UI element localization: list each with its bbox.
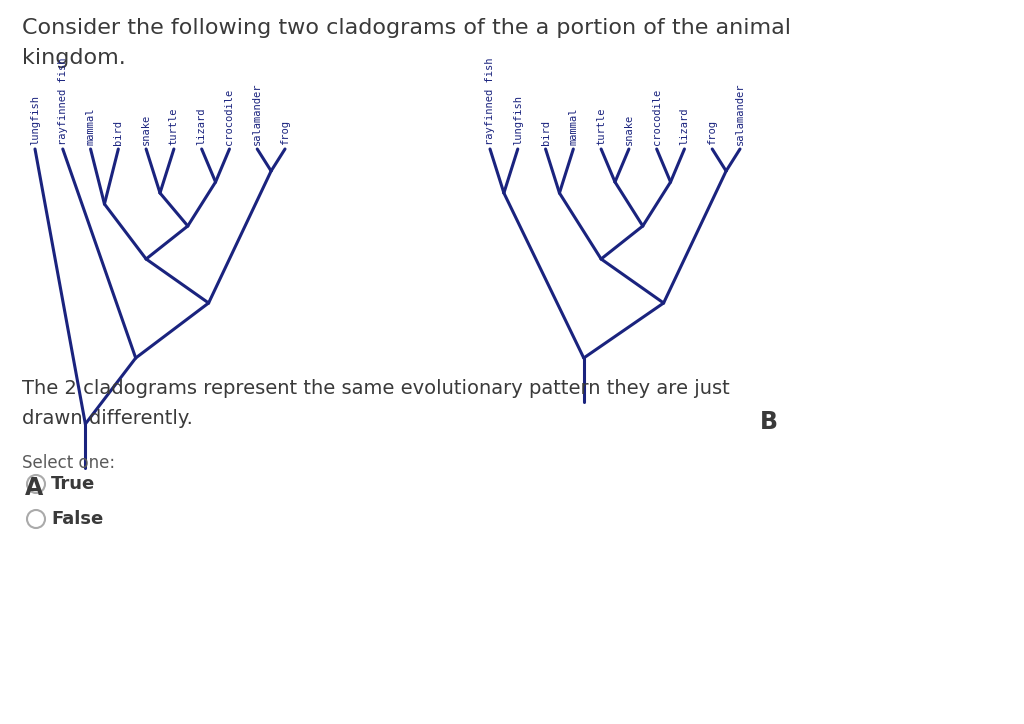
Text: The 2 cladograms represent the same evolutionary pattern they are just: The 2 cladograms represent the same evol… xyxy=(22,379,730,398)
Text: lizard: lizard xyxy=(197,107,207,145)
Text: drawn differently.: drawn differently. xyxy=(22,409,193,428)
Text: bird: bird xyxy=(114,120,123,145)
Text: crocodile: crocodile xyxy=(224,89,234,145)
Text: salamander: salamander xyxy=(735,83,745,145)
Text: lungfish: lungfish xyxy=(30,95,40,145)
Text: bird: bird xyxy=(541,120,551,145)
Text: B: B xyxy=(760,410,778,434)
Text: salamander: salamander xyxy=(252,83,262,145)
Text: frog: frog xyxy=(280,120,290,145)
Text: kingdom.: kingdom. xyxy=(22,48,126,68)
Text: rayfinned fish: rayfinned fish xyxy=(485,57,495,145)
Text: snake: snake xyxy=(624,114,634,145)
Text: rayfinned fish: rayfinned fish xyxy=(57,57,68,145)
Text: Consider the following two cladograms of the a portion of the animal: Consider the following two cladograms of… xyxy=(22,18,791,38)
Text: mammal: mammal xyxy=(568,107,579,145)
Text: turtle: turtle xyxy=(169,107,179,145)
Text: frog: frog xyxy=(708,120,717,145)
Text: lungfish: lungfish xyxy=(513,95,523,145)
Text: A: A xyxy=(25,476,43,500)
Text: crocodile: crocodile xyxy=(651,89,662,145)
Text: mammal: mammal xyxy=(86,107,95,145)
Text: turtle: turtle xyxy=(596,107,606,145)
Text: False: False xyxy=(51,510,103,528)
Text: Select one:: Select one: xyxy=(22,454,115,472)
Text: lizard: lizard xyxy=(680,107,689,145)
Text: snake: snake xyxy=(141,114,152,145)
Text: True: True xyxy=(51,475,95,493)
